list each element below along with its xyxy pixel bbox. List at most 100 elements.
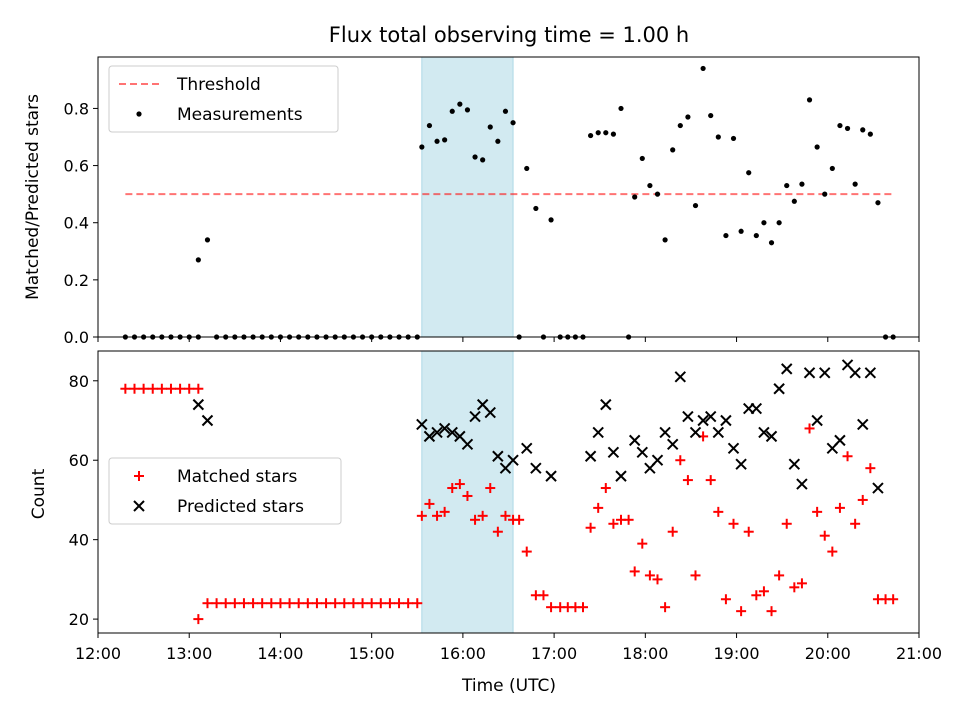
predicted-stars-point bbox=[666, 438, 679, 451]
predicted-stars-point bbox=[781, 363, 793, 375]
predicted-stars-point bbox=[545, 470, 557, 482]
y-tick-label: 0.6 bbox=[64, 157, 89, 176]
measurement-point bbox=[449, 108, 455, 114]
predicted-stars-point bbox=[872, 482, 884, 494]
predicted-stars-point bbox=[758, 426, 770, 439]
measurement-point bbox=[510, 120, 516, 126]
measurement-point bbox=[738, 228, 744, 234]
matched-stars-point bbox=[600, 483, 611, 494]
predicted-stars-point bbox=[431, 426, 443, 439]
ratio-panel: 0.0 0.2 0.4 0.6 0.8 Threshold Measurements bbox=[64, 56, 920, 347]
x-stroke bbox=[201, 414, 214, 427]
predicted-stars-point bbox=[484, 406, 496, 419]
x-tick-label: 21:00 bbox=[896, 644, 942, 663]
measurement-point bbox=[708, 112, 714, 119]
matched-stars-point bbox=[275, 598, 286, 609]
predicted-stars-point bbox=[811, 414, 823, 427]
x-stroke bbox=[507, 454, 519, 466]
legend: Threshold Measurements bbox=[108, 65, 339, 133]
measurement-point bbox=[875, 200, 881, 206]
predicted-stars-point bbox=[727, 442, 740, 455]
matched-stars-point bbox=[812, 506, 823, 517]
axes-frame bbox=[97, 350, 920, 634]
matched-stars-point bbox=[485, 483, 496, 494]
predicted-stars-point bbox=[864, 367, 877, 379]
legend-threshold-label: Threshold bbox=[176, 75, 261, 95]
measurement-point bbox=[204, 237, 211, 243]
matched-stars-point bbox=[751, 590, 762, 601]
matched-stars-point bbox=[637, 538, 648, 549]
predicted-stars-point bbox=[796, 478, 808, 490]
measurement-point bbox=[618, 105, 624, 112]
measurement-point bbox=[639, 155, 645, 162]
x-stroke bbox=[705, 410, 717, 423]
matched-stars-point bbox=[538, 590, 549, 601]
matched-stars-point bbox=[644, 570, 655, 581]
measurement-point bbox=[654, 191, 661, 197]
count-panel: 20 40 60 80 12:00 13:00 14:00 15:00 16:00 17:00 18… bbox=[69, 350, 942, 663]
measurement-point bbox=[776, 220, 782, 226]
predicted-stars-point bbox=[592, 426, 604, 439]
predicted-stars-point bbox=[615, 470, 627, 482]
x-stroke bbox=[628, 434, 641, 447]
measurement-point bbox=[464, 107, 471, 113]
x-stroke bbox=[461, 438, 474, 451]
legend-measurements-swatch bbox=[136, 111, 142, 117]
matched-stars-point bbox=[720, 594, 731, 605]
matched-stars-point bbox=[416, 510, 427, 521]
matched-stars-point bbox=[623, 514, 634, 525]
matched-stars-point bbox=[514, 514, 525, 525]
predicted-stars-point bbox=[607, 446, 620, 458]
matched-stars-point bbox=[193, 383, 204, 394]
y-tick-label: 0.0 bbox=[64, 328, 89, 347]
matched-stars-point bbox=[193, 614, 204, 625]
legend-predicted-swatch bbox=[133, 500, 145, 512]
matched-stars-point bbox=[248, 598, 259, 609]
measurement-point bbox=[457, 101, 463, 107]
x-stroke bbox=[521, 442, 533, 455]
x-stroke bbox=[781, 363, 793, 375]
matched-stars-point bbox=[462, 490, 473, 501]
predicted-stars-point bbox=[628, 434, 641, 447]
x-stroke bbox=[849, 367, 861, 379]
x-stroke bbox=[192, 398, 205, 411]
matched-stars-point bbox=[454, 479, 465, 490]
matched-stars-point bbox=[705, 475, 716, 486]
x-stroke bbox=[834, 434, 846, 447]
x-stroke bbox=[750, 402, 763, 415]
matched-stars-point bbox=[766, 606, 777, 617]
matched-stars-point bbox=[577, 602, 588, 613]
matched-stars-point bbox=[758, 586, 769, 597]
x-stroke bbox=[811, 414, 823, 427]
matched-stars-point bbox=[412, 598, 423, 609]
measurement-point bbox=[442, 137, 448, 143]
predicted-stars-point bbox=[636, 446, 648, 458]
measurement-point bbox=[480, 157, 486, 163]
predicted-stars-point bbox=[469, 410, 481, 423]
measurement-point bbox=[603, 130, 609, 136]
matched-stars-point bbox=[819, 530, 830, 541]
x-stroke bbox=[454, 430, 466, 443]
matched-stars-point bbox=[293, 598, 304, 609]
matched-stars-point bbox=[439, 506, 450, 517]
measurement-point bbox=[670, 147, 676, 153]
x-stroke bbox=[446, 426, 458, 439]
matched-stars-point bbox=[667, 526, 678, 537]
matched-stars-point bbox=[211, 598, 222, 609]
x-stroke bbox=[788, 458, 801, 470]
matched-stars-point bbox=[120, 383, 131, 394]
legend-frame bbox=[108, 65, 339, 133]
predicted-stars-point bbox=[201, 414, 214, 427]
y-tick-label: 0.2 bbox=[64, 271, 89, 290]
matched-stars-point bbox=[138, 383, 149, 394]
x-stroke bbox=[735, 458, 747, 470]
measurement-point bbox=[822, 191, 828, 197]
matched-stars-point bbox=[585, 522, 596, 533]
matched-stars-point bbox=[682, 475, 693, 486]
measurement-point bbox=[548, 217, 554, 223]
matched-stars-point bbox=[432, 510, 443, 521]
x-stroke bbox=[674, 371, 687, 383]
matched-stars-point bbox=[743, 526, 754, 537]
top-y-axis-label: Matched/Predicted stars bbox=[23, 94, 43, 300]
predicted-stars-point bbox=[682, 410, 694, 423]
